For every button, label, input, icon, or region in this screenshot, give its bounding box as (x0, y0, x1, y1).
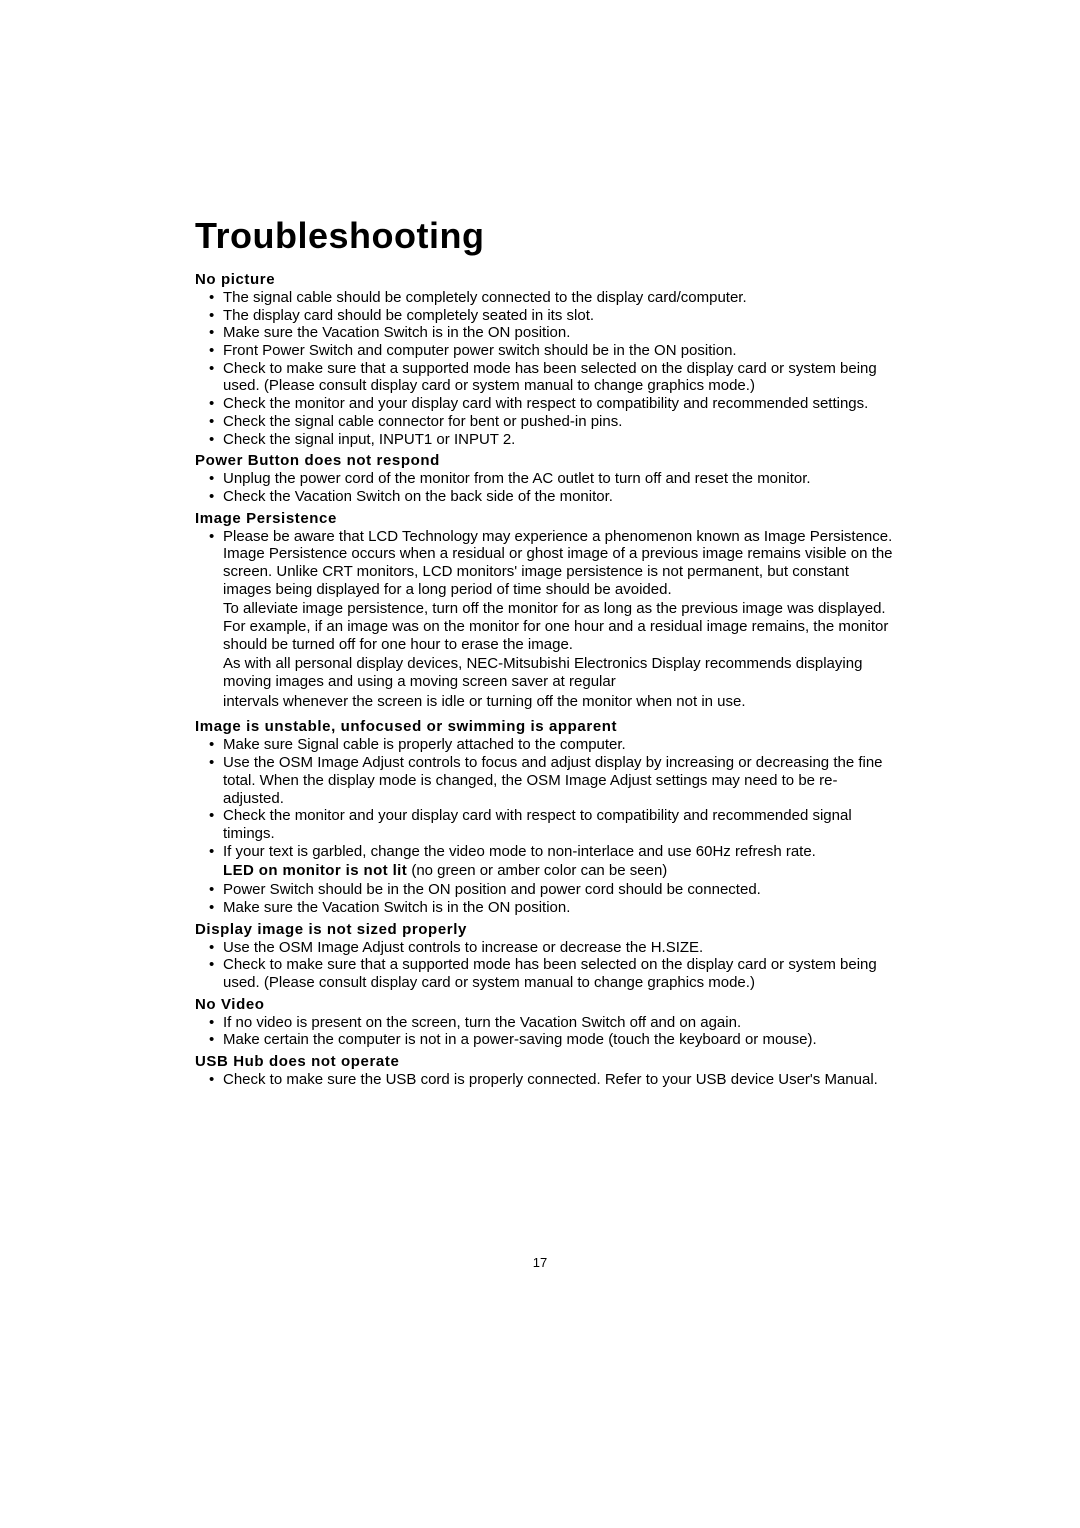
body-paragraph: To alleviate image persistence, turn off… (223, 600, 895, 653)
list-item: Check the signal cable connector for ben… (195, 413, 895, 431)
list-item: Check the signal input, INPUT1 or INPUT … (195, 431, 895, 449)
section-heading-image-unstable: Image is unstable, unfocused or swimming… (195, 718, 895, 736)
list-item: If no video is present on the screen, tu… (195, 1014, 895, 1032)
page-number: 17 (0, 1255, 1080, 1270)
list-item: Check the monitor and your display card … (195, 395, 895, 413)
list-item: The signal cable should be completely co… (195, 289, 895, 307)
page-title: Troubleshooting (195, 215, 895, 257)
list-item: Power Switch should be in the ON positio… (195, 881, 895, 899)
bullet-list: Use the OSM Image Adjust controls to inc… (195, 939, 895, 992)
bullet-list: Power Switch should be in the ON positio… (195, 881, 895, 916)
list-item: The display card should be completely se… (195, 307, 895, 325)
list-item: Front Power Switch and computer power sw… (195, 342, 895, 360)
list-item: Check to make sure the USB cord is prope… (195, 1071, 895, 1089)
section-heading-no-picture: No picture (195, 271, 895, 289)
bullet-list: Check to make sure the USB cord is prope… (195, 1071, 895, 1089)
list-item: Check to make sure that a supported mode… (195, 360, 895, 395)
section-heading-power-button: Power Button does not respond (195, 452, 895, 470)
section-heading-no-video: No Video (195, 996, 895, 1014)
body-paragraph: intervals whenever the screen is idle or… (223, 693, 895, 711)
list-item: Check the Vacation Switch on the back si… (195, 488, 895, 506)
list-item: Make certain the computer is not in a po… (195, 1031, 895, 1049)
body-paragraph: As with all personal display devices, NE… (223, 655, 895, 690)
list-item: If your text is garbled, change the vide… (195, 843, 895, 861)
section-heading-display-size: Display image is not sized properly (195, 921, 895, 939)
bullet-list: Please be aware that LCD Technology may … (195, 528, 895, 599)
list-item: Make sure the Vacation Switch is in the … (195, 324, 895, 342)
list-item: Please be aware that LCD Technology may … (195, 528, 895, 599)
paragraph-block: To alleviate image persistence, turn off… (195, 600, 895, 710)
bullet-list: If no video is present on the screen, tu… (195, 1014, 895, 1049)
bullet-list: Unplug the power cord of the monitor fro… (195, 470, 895, 505)
bullet-list: The signal cable should be completely co… (195, 289, 895, 448)
led-heading-normal: (no green or amber color can be seen) (407, 862, 667, 879)
section-heading-usb-hub: USB Hub does not operate (195, 1053, 895, 1071)
list-item: Unplug the power cord of the monitor fro… (195, 470, 895, 488)
page-content: Troubleshooting No picture The signal ca… (195, 215, 895, 1091)
list-item: Check the monitor and your display card … (195, 807, 895, 842)
list-item: Use the OSM Image Adjust controls to inc… (195, 939, 895, 957)
bullet-list: Make sure Signal cable is properly attac… (195, 736, 895, 860)
list-item: Make sure Signal cable is properly attac… (195, 736, 895, 754)
led-note-line: LED on monitor is not lit (no green or a… (195, 862, 895, 880)
led-heading-bold: LED on monitor is not lit (223, 862, 407, 879)
list-item: Use the OSM Image Adjust controls to foc… (195, 754, 895, 807)
list-item: Make sure the Vacation Switch is in the … (195, 899, 895, 917)
list-item: Check to make sure that a supported mode… (195, 956, 895, 991)
section-heading-image-persistence: Image Persistence (195, 510, 895, 528)
